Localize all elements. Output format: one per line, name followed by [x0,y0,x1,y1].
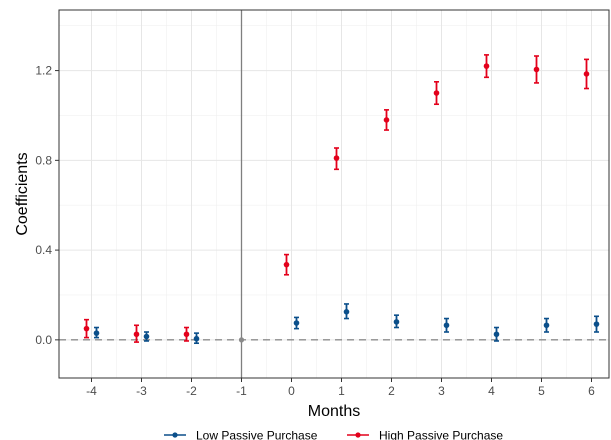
data-point [493,331,500,338]
data-point [593,321,600,327]
x-tick-label: 5 [538,384,545,398]
data-point [193,335,200,342]
data-point [133,331,140,338]
axis-layer: -4 -3 -2 -1 0 1 2 3 4 5 6 0.0 0.4 0.8 1.2 [35,64,595,398]
grid-layer [59,10,609,378]
data-point [143,333,150,340]
x-tick-label: 3 [438,384,445,398]
data-point [443,322,450,329]
x-tick-label: -4 [86,384,97,398]
x-tick-label: -3 [136,384,147,398]
legend-label: Low Passive Purchase [196,429,318,440]
x-axis-title: Months [308,403,360,420]
x-tick-label: 0 [288,384,295,398]
data-point [343,309,350,315]
data-point [83,325,90,332]
x-tick-label: 2 [388,384,395,398]
legend-key-point [172,432,178,438]
y-tick-label: 0.0 [35,333,52,347]
data-point [183,331,190,338]
data-point [93,330,100,336]
legend-item-low: Low Passive Purchase [164,429,318,440]
data-point [533,66,540,73]
series-high-passive-purchase [83,54,590,343]
y-tick-label: 0.8 [35,153,52,167]
series-layer [83,54,600,345]
y-axis-title: Coefficients [14,152,31,235]
x-tick-label: 4 [488,384,495,398]
data-point [333,155,340,161]
data-point [433,90,440,96]
x-tick-label: -2 [186,384,197,398]
panel-border [58,9,610,379]
x-tick-label: 1 [338,384,345,398]
series-low-passive-purchase [93,303,600,345]
x-tick-label: -1 [236,384,247,398]
legend: Low Passive Purchase High Passive Purchas… [164,429,503,440]
x-tick-label: 6 [588,384,595,398]
reference-point [238,337,245,343]
reference-lines [59,10,609,378]
legend-item-high: High Passive Purchase [347,429,503,440]
data-point [293,320,300,326]
data-point [543,322,550,329]
y-tick-label: 0.4 [35,243,52,257]
legend-label: High Passive Purchase [379,429,503,440]
data-point [383,117,390,123]
legend-key-point [355,432,361,438]
data-point [483,63,490,69]
y-tick-label: 1.2 [35,64,52,78]
data-point [283,261,290,268]
data-point [583,71,590,77]
data-point [393,319,400,325]
